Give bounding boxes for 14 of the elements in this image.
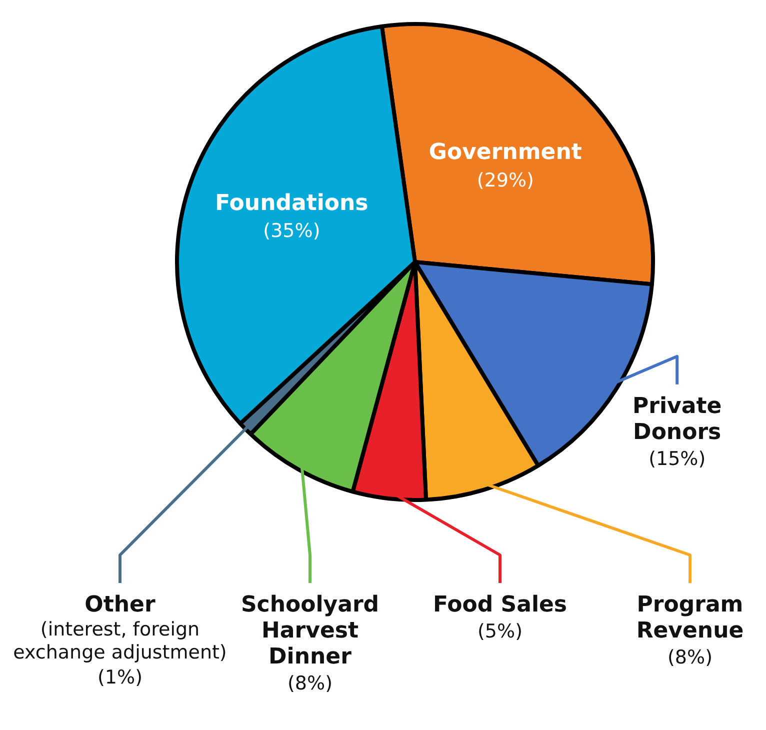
slice-label: Private Donors [632,394,722,446]
slice-label: Other (interest, foreign exchange adjustment) [13,592,227,664]
data-label: (8%) [668,646,712,668]
data-label: (5%) [478,620,522,642]
data-label: (1%) [98,666,142,688]
data-label: (15%) [648,448,706,470]
slice-label: Food Sales [432,592,568,618]
data-label: (29%) [476,169,534,192]
slice-label: Schoolyard Harvest Dinner [240,592,380,670]
slice-label: Program Revenue [636,592,744,644]
data-label: (35%) [263,220,320,242]
slice-label: Government [428,140,582,166]
data-label: (8%) [288,672,332,694]
slice-label: Foundations [215,190,368,216]
